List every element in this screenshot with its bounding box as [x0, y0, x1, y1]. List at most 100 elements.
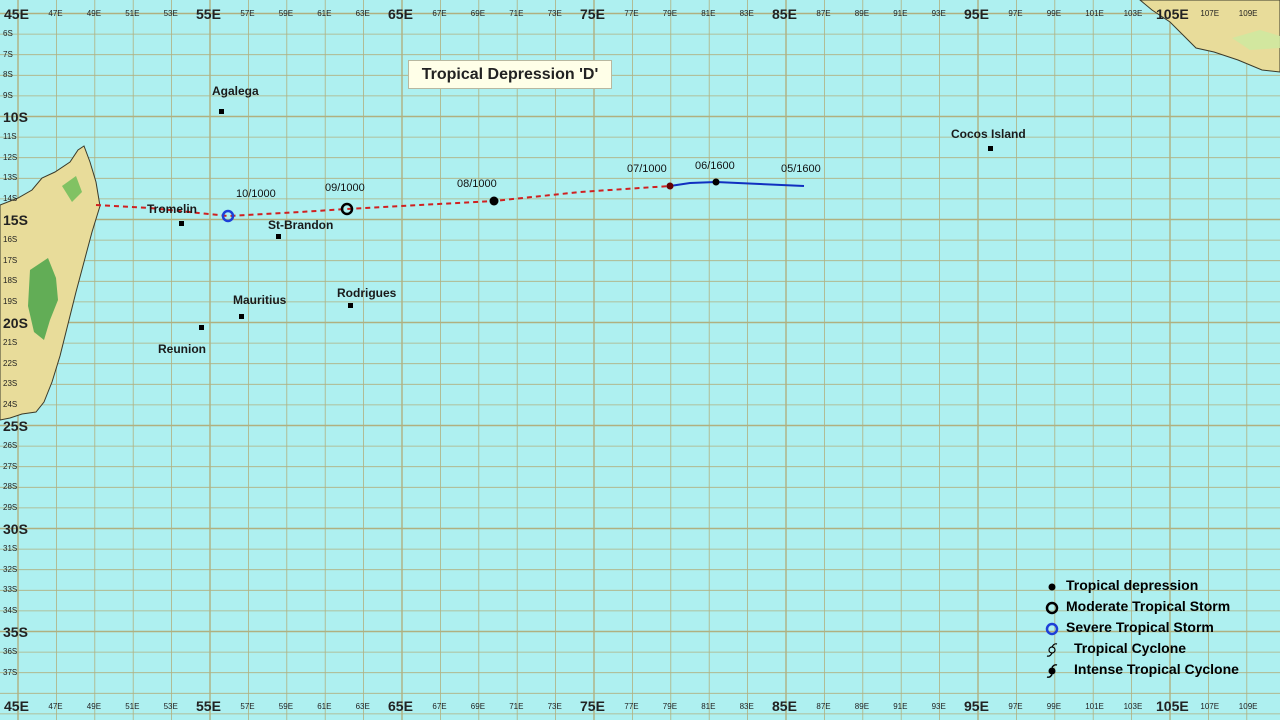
bottom-longitude-label: 93E — [931, 702, 946, 711]
place-cocos-island: Cocos Island — [951, 127, 1026, 141]
indonesia-islands — [1232, 30, 1280, 50]
bottom-longitude-label: 79E — [662, 702, 678, 711]
observed-track-line — [669, 180, 805, 187]
legend-label: Tropical depression — [1066, 577, 1199, 593]
bottom-longitude-label: 83E — [739, 702, 754, 711]
mauritius-marker — [239, 314, 244, 319]
bottom-longitude-label: 71E — [509, 702, 524, 711]
left-latitude-label: 17S — [3, 255, 18, 265]
top-longitude-label: 81E — [701, 9, 716, 18]
left-latitude-label: 24S — [3, 399, 18, 409]
td-marker-06 — [712, 178, 720, 186]
bottom-longitude-label: 103E — [1123, 702, 1143, 711]
bottom-longitude-label: 95E — [964, 698, 989, 714]
track-label-08: 08/1000 — [457, 178, 497, 190]
bottom-longitude-label: 57E — [240, 702, 255, 711]
agalega-marker — [219, 109, 224, 114]
top-longitude-label: 57E — [240, 9, 255, 18]
left-latitude-label: 18S — [3, 276, 18, 286]
bottom-longitude-label: 87E — [816, 702, 831, 711]
bottom-longitude-label: 91E — [893, 702, 908, 711]
top-longitude-label: 61E — [317, 9, 332, 18]
intense-cyclone-symbol-icon — [1046, 664, 1058, 678]
open-circle-icon — [1045, 601, 1059, 615]
left-latitude-label: 27S — [3, 461, 18, 471]
bottom-longitude-label: 59E — [278, 702, 294, 711]
left-latitude-label: 13S — [3, 173, 18, 183]
top-longitude-label: 75E — [580, 6, 605, 22]
legend-label: Tropical Cyclone — [1074, 640, 1187, 656]
madagascar-highlands — [28, 258, 58, 340]
left-latitude-label: 21S — [3, 338, 18, 348]
bottom-longitude-label: 75E — [580, 698, 605, 714]
cocos-island-marker — [988, 146, 993, 151]
legend-item-moderate-tropical-storm: Moderate Tropical Storm — [1044, 598, 1274, 619]
tromelin-marker — [179, 221, 184, 226]
top-longitude-label: 67E — [432, 9, 447, 18]
top-longitude-label: 89E — [854, 9, 870, 18]
left-latitude-label: 22S — [3, 358, 18, 368]
left-latitude-label: 32S — [3, 564, 18, 574]
left-latitude-label: 23S — [3, 379, 18, 389]
bottom-longitude-label: 65E — [388, 698, 413, 714]
left-latitude-label: 20S — [3, 314, 28, 331]
legend-label: Intense Tropical Cyclone — [1074, 661, 1239, 677]
place-rodrigues: Rodrigues — [337, 286, 397, 300]
top-longitude-label: 95E — [964, 6, 989, 22]
place-agalega: Agalega — [212, 84, 259, 98]
top-longitude-label: 77E — [624, 9, 639, 18]
bottom-longitude-label: 55E — [196, 698, 221, 714]
bottom-longitude-label: 109E — [1238, 702, 1258, 711]
left-latitude-label: 14S — [3, 193, 18, 203]
left-latitude-label: 7S — [3, 49, 13, 59]
bottom-longitude-label: 85E — [772, 698, 797, 714]
left-latitude-label: 33S — [3, 585, 18, 595]
bottom-longitude-label: 67E — [432, 702, 447, 711]
top-longitude-label: 99E — [1046, 9, 1062, 18]
bottom-longitude-label: 77E — [624, 702, 639, 711]
bottom-longitude-label: 61E — [317, 702, 332, 711]
left-latitude-label: 26S — [3, 441, 18, 451]
mts-marker-09 — [340, 202, 354, 216]
bottom-longitude-label: 81E — [701, 702, 716, 711]
bottom-longitude-label: 105E — [1156, 698, 1189, 714]
top-longitude-label: 49E — [86, 9, 102, 18]
top-longitude-label: 79E — [662, 9, 678, 18]
track-label-07: 07/1000 — [627, 163, 667, 175]
bottom-longitude-label: 45E — [4, 698, 29, 714]
top-longitude-label: 105E — [1156, 6, 1189, 22]
legend-item-tropical-depression: Tropical depression — [1044, 577, 1274, 598]
place-mauritius: Mauritius — [233, 293, 287, 307]
cyclone-symbol-icon — [1046, 643, 1058, 657]
left-latitude-label: 34S — [3, 605, 18, 615]
bottom-longitude-label: 89E — [854, 702, 870, 711]
bottom-longitude-label: 73E — [547, 702, 562, 711]
left-latitude-label: 9S — [3, 90, 13, 100]
left-latitude-label: 15S — [3, 211, 28, 228]
top-longitude-label: 55E — [196, 6, 221, 22]
top-longitude-label: 47E — [48, 9, 63, 18]
top-longitude-label: 51E — [125, 9, 140, 18]
left-latitude-label: 6S — [3, 29, 13, 39]
rodrigues-marker — [348, 303, 353, 308]
top-longitude-label: 73E — [547, 9, 562, 18]
filled-dot-icon — [1048, 583, 1056, 591]
td-marker-07 — [666, 182, 674, 190]
top-longitude-label: 85E — [772, 6, 797, 22]
top-longitude-label: 101E — [1085, 9, 1104, 18]
place-tromelin: Tromelin — [147, 202, 198, 216]
sts-marker-10 — [221, 209, 235, 223]
left-latitude-label: 8S — [3, 70, 13, 80]
legend-item-tropical-cyclone: Tropical Cyclone — [1044, 640, 1274, 661]
track-label-09: 09/1000 — [325, 182, 365, 194]
left-latitude-label: 29S — [3, 502, 18, 512]
top-longitude-label: 87E — [816, 9, 831, 18]
left-latitude-label: 11S — [3, 132, 17, 142]
top-longitude-label: 65E — [388, 6, 413, 22]
bottom-longitude-label: 53E — [163, 702, 178, 711]
track-label-05: 05/1600 — [781, 163, 821, 175]
left-latitude-label: 12S — [3, 152, 18, 162]
